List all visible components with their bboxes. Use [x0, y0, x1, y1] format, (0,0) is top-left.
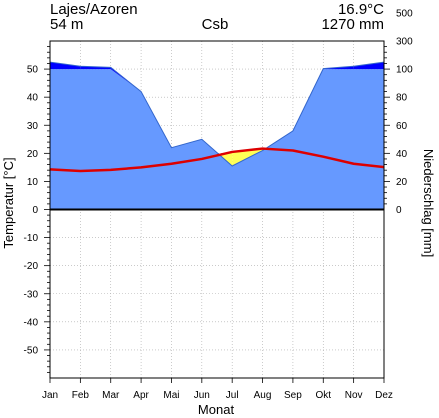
- month-label: Jul: [226, 390, 239, 401]
- temp-tick-label: 50: [27, 65, 39, 76]
- temp-tick-label: 20: [27, 149, 39, 160]
- month-label: Mai: [163, 390, 179, 401]
- very-humid-area: [353, 62, 384, 70]
- precip-tick-label: 100: [396, 65, 413, 76]
- precip-tick-label: 300: [396, 37, 413, 48]
- temp-tick-label: -20: [24, 261, 39, 272]
- month-label: Apr: [133, 390, 149, 401]
- temp-tick-label: 10: [27, 177, 39, 188]
- precip-tick-label: 80: [396, 93, 408, 104]
- axes: 50403020100-10-20-30-40-5090070050030010…: [24, 8, 414, 401]
- temp-tick-label: 30: [27, 121, 39, 132]
- month-label: Jun: [194, 390, 210, 401]
- mean-temperature: 16.9°C: [338, 1, 384, 18]
- y-axis-label-left: Temperatur [°C]: [1, 157, 16, 248]
- very-humid-area: [50, 62, 81, 70]
- month-label: Dez: [375, 390, 393, 401]
- precipitation-areas: [50, 62, 384, 210]
- precip-tick-label: 0: [396, 205, 402, 216]
- arid-area: [219, 151, 233, 166]
- month-label: Sep: [284, 390, 302, 401]
- climate-class: Csb: [202, 16, 229, 33]
- precipitation-line: [49, 61, 385, 167]
- precip-tick-label: 20: [396, 177, 408, 188]
- humid-area: [50, 69, 384, 210]
- x-axis-label: Monat: [198, 402, 235, 417]
- month-label: Aug: [254, 390, 272, 401]
- elevation: 54 m: [50, 16, 83, 33]
- station-name: Lajes/Azoren: [50, 1, 138, 18]
- precip-tick-label: 60: [396, 121, 408, 132]
- temp-tick-label: -10: [24, 233, 39, 244]
- temp-tick-label: 0: [32, 205, 38, 216]
- month-label: Feb: [72, 390, 90, 401]
- temp-tick-label: -50: [24, 345, 39, 356]
- month-label: Nov: [345, 390, 363, 401]
- annual-precipitation: 1270 mm: [321, 16, 384, 33]
- temperature-line: [49, 147, 385, 173]
- month-label: Mar: [102, 390, 120, 401]
- temp-tick-label: 40: [27, 93, 39, 104]
- month-label: Okt: [315, 390, 331, 401]
- month-label: Jan: [42, 390, 58, 401]
- y-axis-label-right: Niederschlag [mm]: [421, 149, 436, 257]
- data-lines: [49, 61, 385, 211]
- temp-tick-label: -40: [24, 317, 39, 328]
- precip-tick-label: 500: [396, 8, 413, 19]
- precip-tick-label: 40: [396, 149, 408, 160]
- temp-tick-label: -30: [24, 289, 39, 300]
